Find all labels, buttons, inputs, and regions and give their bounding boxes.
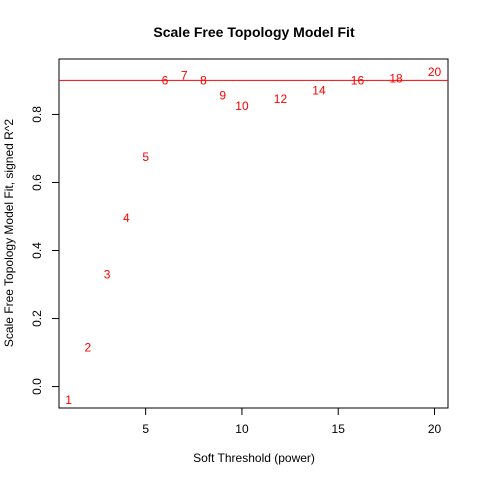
x-tick-label: 10 (235, 422, 249, 436)
data-point-label: 8 (200, 73, 207, 87)
x-axis-label: Soft Threshold (power) (193, 451, 315, 465)
x-tick-label: 20 (428, 422, 442, 436)
data-point-label: 10 (235, 99, 249, 113)
data-point-label: 5 (142, 150, 149, 164)
data-point-label: 14 (312, 84, 326, 98)
chart-title: Scale Free Topology Model Fit (153, 24, 355, 40)
y-axis: 0.0 0.2 0.4 0.6 0.8 (30, 106, 60, 395)
data-point-label: 9 (219, 89, 226, 103)
y-tick-label: 0.4 (30, 242, 44, 259)
data-point-label: 1 (65, 393, 72, 407)
x-axis: 5 10 15 20 (142, 407, 442, 436)
data-point-label: 20 (428, 65, 442, 79)
data-point-label: 18 (389, 72, 403, 86)
x-tick-label: 5 (142, 422, 149, 436)
data-point-label: 12 (274, 92, 288, 106)
y-tick-label: 0.2 (30, 310, 44, 327)
data-point-label: 4 (123, 211, 130, 225)
data-point-label: 2 (85, 340, 92, 354)
data-point-label: 6 (162, 73, 169, 87)
y-tick-label: 0.0 (30, 378, 44, 395)
data-point-label: 3 (104, 267, 111, 281)
data-point-label: 7 (181, 68, 188, 82)
plot-frame (58, 58, 449, 409)
y-tick-label: 0.6 (30, 174, 44, 191)
y-tick-label: 0.8 (30, 106, 44, 123)
x-tick-label: 15 (332, 422, 346, 436)
data-point-label: 16 (351, 73, 365, 87)
y-axis-label: Scale Free Topology Model Fit, signed R^… (2, 119, 16, 348)
